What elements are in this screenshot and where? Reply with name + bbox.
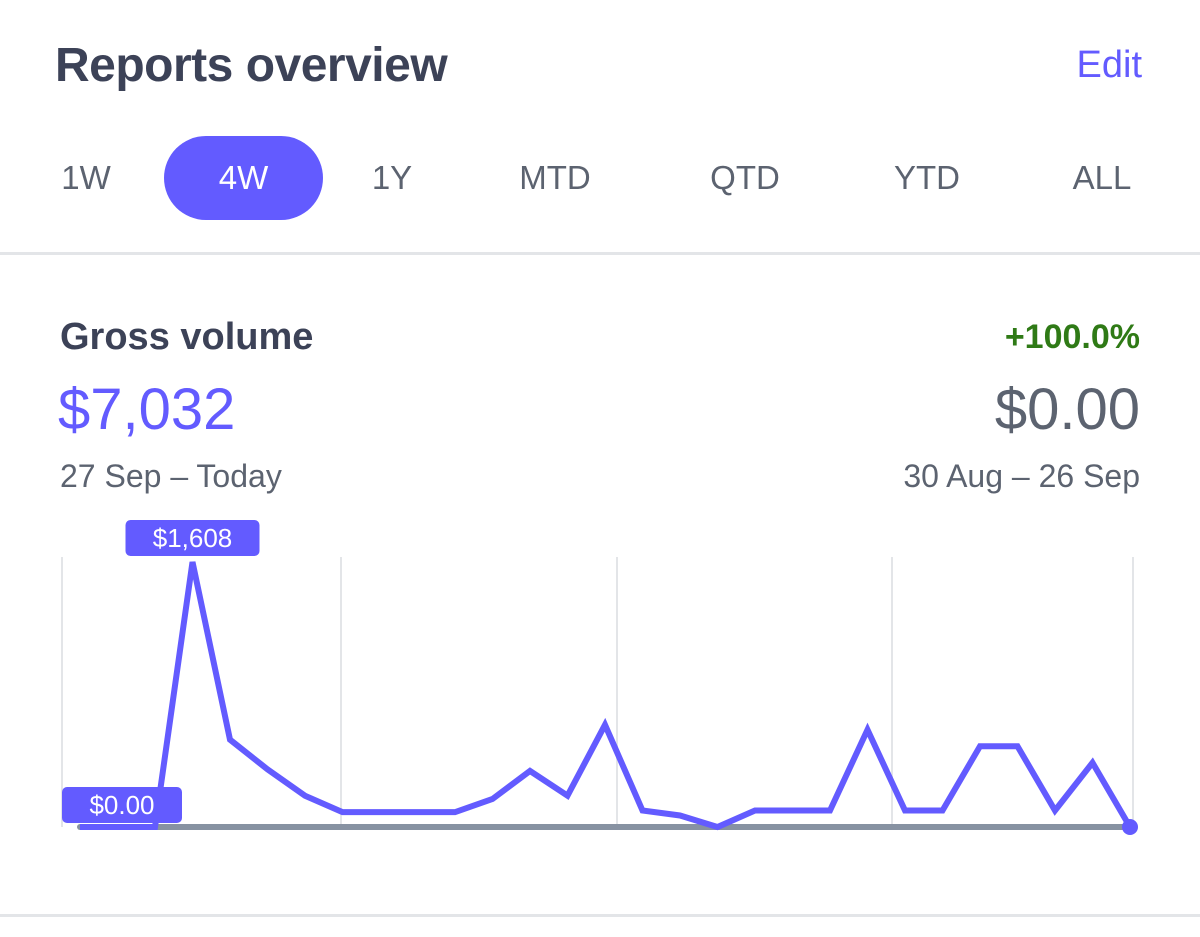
current-value: $7,032 — [58, 377, 236, 442]
min-value-label: $0.00 — [62, 787, 182, 823]
end-point-marker — [1122, 819, 1138, 835]
current-range: 27 Sep – Today — [60, 458, 282, 494]
max-value-label-text: $1,608 — [153, 523, 233, 553]
previous-value: $0.00 — [994, 377, 1140, 442]
tab-qtd[interactable]: QTD — [710, 159, 780, 196]
tab-all[interactable]: ALL — [1072, 159, 1132, 196]
tab-ytd[interactable]: YTD — [894, 159, 960, 196]
tab-1w[interactable]: 1W — [61, 159, 111, 196]
current-period-series — [80, 561, 1138, 835]
percent-change: +100.0% — [1004, 318, 1140, 356]
tab-mtd[interactable]: MTD — [519, 159, 591, 196]
series-line — [80, 561, 1133, 831]
time-range-tabs: 1W 4W 1Y MTD QTD YTD ALL — [0, 136, 1200, 222]
max-value-label: $1,608 — [125, 520, 260, 556]
header-divider — [0, 252, 1200, 255]
gross-volume-chart: $1,608 $0.00 — [61, 520, 1138, 835]
tab-1y[interactable]: 1Y — [371, 159, 413, 196]
previous-range: 30 Aug – 26 Sep — [903, 458, 1140, 494]
min-value-label-text: $0.00 — [89, 790, 154, 820]
page-title: Reports overview — [55, 39, 448, 92]
bottom-divider — [0, 914, 1200, 917]
header: Reports overview Edit — [0, 0, 1200, 130]
chart-labels: $1,608 $0.00 — [62, 520, 260, 823]
edit-button[interactable]: Edit — [1076, 44, 1142, 86]
tab-4w[interactable]: 4W — [164, 136, 323, 220]
metric-title: Gross volume — [60, 316, 314, 358]
